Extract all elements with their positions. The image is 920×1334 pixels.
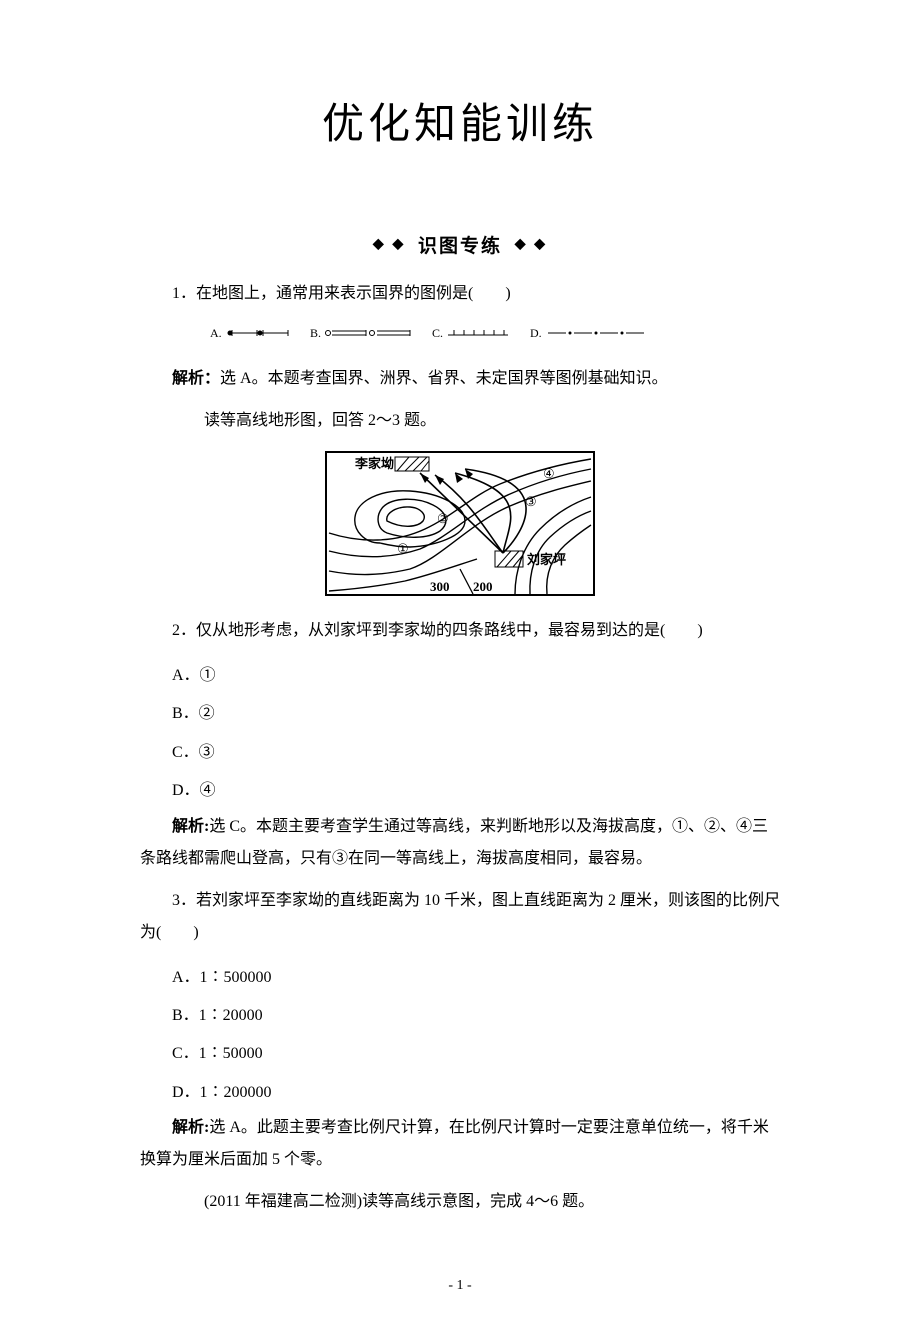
analysis-label: 解析: [172,818,209,835]
q2-analysis-text: 选 C。本题主要考查学生通过等高线，来判断地形以及海拔高度，①、②、④三条路线都… [140,818,768,867]
circ-1: ① [397,541,409,556]
diamond-left-outer: ◆ [373,236,386,253]
page-number: - 1 - [140,1278,780,1294]
section-banner: ◆ ◆ 识图专练 ◆ ◆ [140,231,780,258]
intro-q46: (2011 年福建高二检测)读等高线示意图，完成 4～6 题。 [140,1186,780,1218]
elev-300: 300 [430,579,450,594]
circ-3: ③ [525,494,537,509]
q3-optD: D．1∶200000 [140,1074,780,1112]
label-lijiaao: 李家坳 [354,456,394,471]
q2-optC: C．③ [140,734,780,772]
banner-text: 识图专练 [412,231,508,258]
main-title: 优化知能训练 [140,90,780,151]
q2-optD: D．④ [140,772,780,810]
q1-analysis-text: 选 A。本题考查国界、洲界、省界、未定国界等图例基础知识。 [220,370,668,387]
q3-text: 3．若刘家坪至李家坳的直线距离为 10 千米，图上直线距离为 2 厘米，则该图的… [140,885,780,949]
elev-200: 200 [473,579,493,594]
diamond-right-outer: ◆ [534,236,547,253]
analysis-label: 解析: [172,1119,209,1136]
diamond-right-inner: ◆ [515,236,528,253]
q3-text-block: 3．若刘家坪至李家坳的直线距离为 10 千米，图上直线距离为 2 厘米，则该图的… [140,885,780,949]
legend-symbol-c [448,330,508,335]
legend-label-d: D. [530,326,542,340]
intro-q23: 读等高线地形图，回答 2～3 题。 [140,405,780,437]
q2-text: 2．仅从地形考虑，从刘家坪到李家坳的四条路线中，最容易到达的是( ) [140,615,780,647]
circ-2: ② [437,511,449,526]
q1-legend-options: A. B. C. [140,324,780,349]
q1-text: 1．在地图上，通常用来表示国界的图例是( ) [140,278,780,310]
village-lijiaao [395,457,429,471]
legend-symbol-b [326,330,411,336]
q1-analysis: 解析：选 A。本题考查国界、洲界、省界、未定国界等图例基础知识。 [140,363,780,395]
q3-optB: B．1∶20000 [140,997,780,1035]
q3-analysis-block: 解析:选 A。此题主要考查比例尺计算，在比例尺计算时一定要注意单位统一，将千米换… [140,1112,780,1176]
analysis-label: 解析： [172,370,220,387]
q3-optC: C．1∶50000 [140,1035,780,1073]
elev-divider [460,569,473,594]
q2-analysis-block: 解析:选 C。本题主要考查学生通过等高线，来判断地形以及海拔高度，①、②、④三条… [140,811,780,875]
q3-analysis-text: 选 A。此题主要考查比例尺计算，在比例尺计算时一定要注意单位统一，将千米换算为厘… [140,1119,769,1168]
contour-map-svg: 李家坳 刘家坪 ① ② ③ ④ 300 200 [325,451,595,596]
legend-label-b: B. [310,326,321,340]
q2-optA: A．① [140,657,780,695]
diamond-left-inner: ◆ [392,236,405,253]
legend-label-a: A. [210,326,222,340]
legend-label-c: C. [432,326,443,340]
label-liujiaping: 刘家坪 [527,552,566,567]
q2-optB: B．② [140,695,780,733]
legend-svg: A. B. C. [210,324,710,344]
legend-symbol-a [228,330,288,336]
legend-symbol-d [548,332,644,334]
contour-map-figure: 李家坳 刘家坪 ① ② ③ ④ 300 200 [140,451,780,601]
circ-4: ④ [543,466,555,481]
q3-optA: A．1∶500000 [140,959,780,997]
